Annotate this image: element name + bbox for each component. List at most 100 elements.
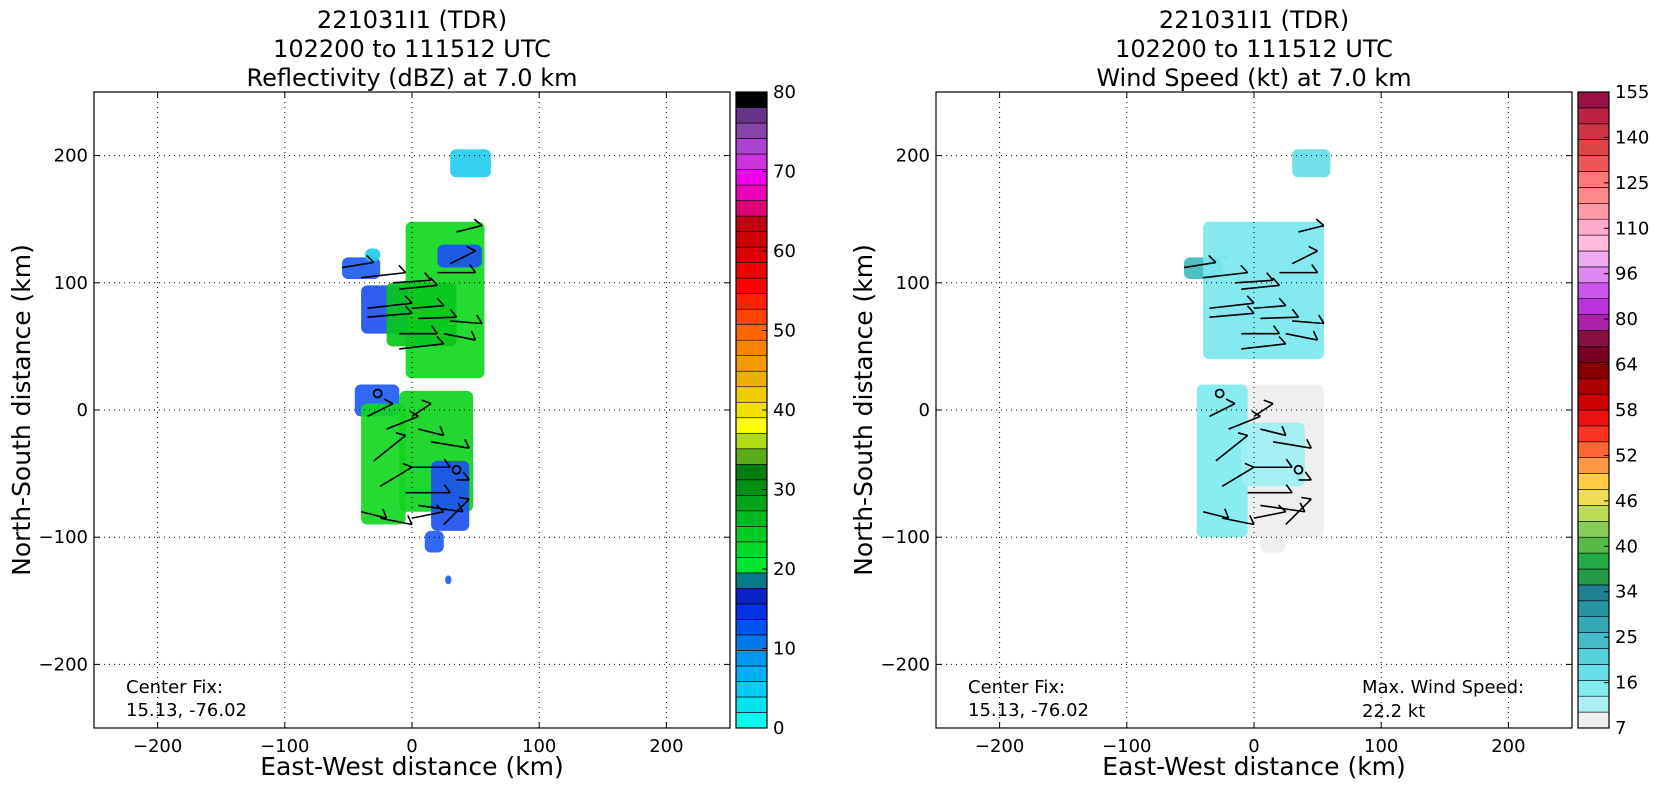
reflectivity-wind-barb-flag	[395, 432, 406, 437]
reflectivity-echo-region	[424, 530, 444, 553]
wind-speed-colorbar-tick-label: 125	[1615, 173, 1649, 194]
max-wind-speed-label: Max. Wind Speed:	[1362, 677, 1524, 698]
reflectivity-colorbar-segment	[735, 665, 768, 682]
wind-speed-wind-barb-flag	[1263, 399, 1274, 405]
wind-speed-colorbar-segment	[1577, 330, 1610, 347]
reflectivity-wind-barb	[443, 498, 470, 526]
wind-speed-colorbar-segment	[1577, 377, 1610, 395]
wind-speed-colorbar-tick-label: 110	[1615, 218, 1649, 239]
wind-speed-x-tick-label: 0	[1248, 736, 1259, 757]
reflectivity-wind-barb	[430, 441, 470, 449]
reflectivity-wind-barb	[361, 271, 406, 279]
wind-speed-wind-barb	[1260, 428, 1286, 437]
reflectivity-wind-barb-flag	[430, 277, 439, 286]
reflectivity-wind-barb	[341, 261, 374, 269]
wind-speed-wind-barb	[1209, 312, 1255, 318]
reflectivity-colorbar-segment	[735, 153, 768, 170]
reflectivity-echo-region	[361, 403, 406, 525]
reflectivity-x-tick-label: −200	[133, 736, 182, 757]
wind-speed-colorbar-segment	[1577, 648, 1610, 665]
reflectivity-colorbar-segment	[735, 200, 768, 217]
wind-speed-wind-barb-flag	[1224, 508, 1230, 519]
wind-speed-wind-barb-flag	[1306, 438, 1312, 449]
reflectivity-wind-barb	[411, 402, 432, 418]
reflectivity-colorbar-segment	[735, 650, 768, 667]
wind-speed-colorbar-segment	[1577, 473, 1610, 490]
wind-speed-wind-barb-flag	[1246, 295, 1255, 304]
wind-speed-plot-area: −200 −100 0 100 200 −200 −100 0 100 200	[881, 91, 1573, 757]
wind-speed-colorbar-tick-label: 58	[1615, 400, 1638, 421]
reflectivity-colorbar-segment	[735, 107, 768, 124]
wind-speed-colorbar-tick-label: 64	[1615, 355, 1638, 376]
reflectivity-echo-region	[445, 575, 452, 585]
wind-speed-grid	[936, 92, 1572, 728]
wind-speed-wind-barb	[1183, 261, 1216, 269]
wind-speed-colorbar-segment	[1577, 616, 1610, 633]
reflectivity-wind-barb	[411, 304, 444, 310]
wind-speed-colorbar-segment	[1577, 711, 1610, 729]
reflectivity-y-tick-label: 200	[54, 146, 88, 167]
wind-speed-colorbar-segment	[1577, 346, 1610, 363]
reflectivity-wind-barb-flag	[439, 425, 445, 436]
wind-speed-circulation-marker	[1293, 464, 1304, 475]
reflectivity-x-axis-label: East-West distance (km)	[260, 752, 564, 781]
wind-speed-y-tick-label: −100	[881, 527, 930, 548]
wind-speed-x-tick-label: −200	[975, 736, 1024, 757]
wind-speed-colorbar-segment	[1577, 695, 1610, 713]
wind-speed-echo-region	[1203, 221, 1324, 360]
reflectivity-colorbar-tick-label: 0	[773, 718, 784, 739]
reflectivity-colorbar-tick-label: 40	[773, 400, 796, 421]
wind-speed-colorbar-segment	[1577, 203, 1610, 220]
reflectivity-x-tick-label: −100	[260, 736, 309, 757]
reflectivity-wind-barb	[456, 224, 483, 233]
wind-speed-wind-barb	[1221, 466, 1255, 488]
reflectivity-wind-barb-flag	[409, 410, 419, 418]
wind-speed-colorbar-segment	[1577, 250, 1610, 268]
reflectivity-colorbar-segment	[735, 619, 768, 636]
wind-speed-colorbar-segment	[1577, 632, 1610, 649]
wind-speed-wind-barb-flag	[1315, 218, 1325, 227]
reflectivity-colorbar-segment	[735, 681, 768, 698]
reflectivity-wind-barb	[367, 302, 413, 310]
reflectivity-echo-region	[386, 282, 457, 347]
reflectivity-wind-barb	[418, 316, 457, 320]
wind-speed-wind-barb-flag	[1272, 277, 1281, 286]
reflectivity-colorbar-segment	[735, 308, 768, 325]
wind-speed-colorbar-segment	[1577, 664, 1610, 681]
wind-speed-echo-region	[1260, 537, 1286, 553]
wind-speed-y-tick-label: 100	[896, 273, 930, 294]
reflectivity-wind-barb-flag	[402, 462, 413, 468]
reflectivity-colorbar-segment	[735, 417, 768, 434]
reflectivity-echo-region	[431, 460, 470, 531]
wind-speed-colorbar-segment	[1577, 425, 1610, 443]
wind-speed-colorbar-tick-label: 40	[1615, 536, 1638, 557]
wind-speed-ticks: −200 −100 0 100 200 −200 −100 0 100 200	[881, 92, 1572, 757]
wind-speed-colorbar-segment	[1577, 298, 1610, 315]
wind-speed-title-line-3: Wind Speed (kt) at 7.0 km	[1096, 64, 1411, 92]
wind-speed-center-fix-value: 15.13, -76.02	[968, 700, 1089, 721]
reflectivity-colorbar-segment	[735, 526, 768, 543]
wind-speed-y-axis-label: North-South distance (km)	[849, 244, 878, 576]
wind-speed-x-tick-label: −100	[1102, 736, 1151, 757]
reflectivity-colorbar-segment	[735, 712, 768, 729]
reflectivity-x-tick-label: 0	[406, 736, 417, 757]
reflectivity-wind-barb-flag	[436, 335, 445, 345]
wind-speed-y-tick-label: 0	[919, 400, 930, 421]
wind-speed-echo-region	[1292, 149, 1331, 178]
wind-speed-wind-barb	[1202, 510, 1229, 519]
reflectivity-wind-barb-flag	[398, 264, 407, 274]
wind-speed-title-line-1: 221031I1 (TDR)	[1159, 6, 1349, 34]
reflectivity-colorbar-segment	[735, 495, 768, 512]
reflectivity-colorbar-segment	[735, 541, 768, 558]
wind-speed-colorbar-segment	[1577, 584, 1610, 602]
reflectivity-colorbar-segment	[735, 572, 768, 589]
wind-speed-colorbar-tick-label: 96	[1615, 264, 1638, 285]
wind-speed-colorbar-segment	[1577, 536, 1610, 554]
reflectivity-wind-barb-flag	[421, 399, 432, 405]
reflectivity-wind-barb-flag	[473, 218, 483, 227]
reflectivity-wind-barb	[450, 320, 483, 325]
wind-speed-colorbar-segment	[1577, 107, 1610, 125]
wind-speed-wind-barb-flag	[1285, 484, 1293, 494]
wind-speed-wind-barb-flag	[1277, 504, 1287, 513]
wind-speed-wind-barbs	[1183, 218, 1325, 526]
